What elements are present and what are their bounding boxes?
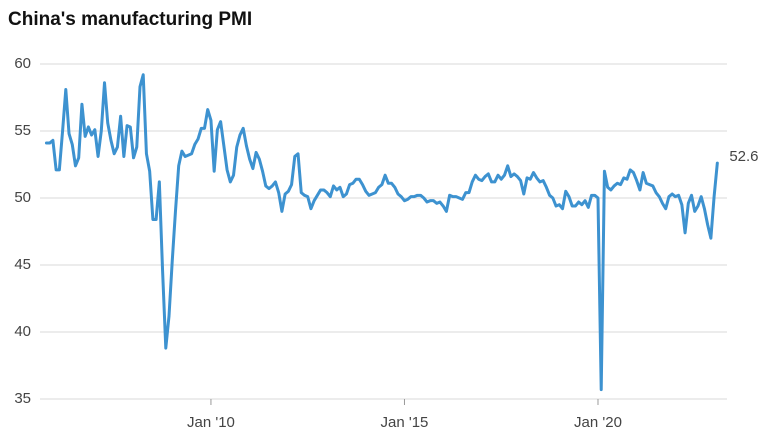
x-tick-label: Jan '10 — [187, 414, 235, 431]
y-tick-label: 50 — [14, 189, 31, 206]
chart-title: China's manufacturing PMI — [8, 9, 252, 30]
y-tick-label: 60 — [14, 55, 31, 72]
x-tick-label: Jan '20 — [574, 414, 622, 431]
last-value-label: 52.6 — [729, 148, 758, 165]
y-tick-label: 45 — [14, 256, 31, 273]
x-tick-label: Jan '15 — [381, 414, 429, 431]
y-tick-label: 40 — [14, 323, 31, 340]
pmi-line — [44, 73, 719, 392]
y-tick-label: 55 — [14, 122, 31, 139]
y-tick-label: 35 — [14, 390, 31, 407]
